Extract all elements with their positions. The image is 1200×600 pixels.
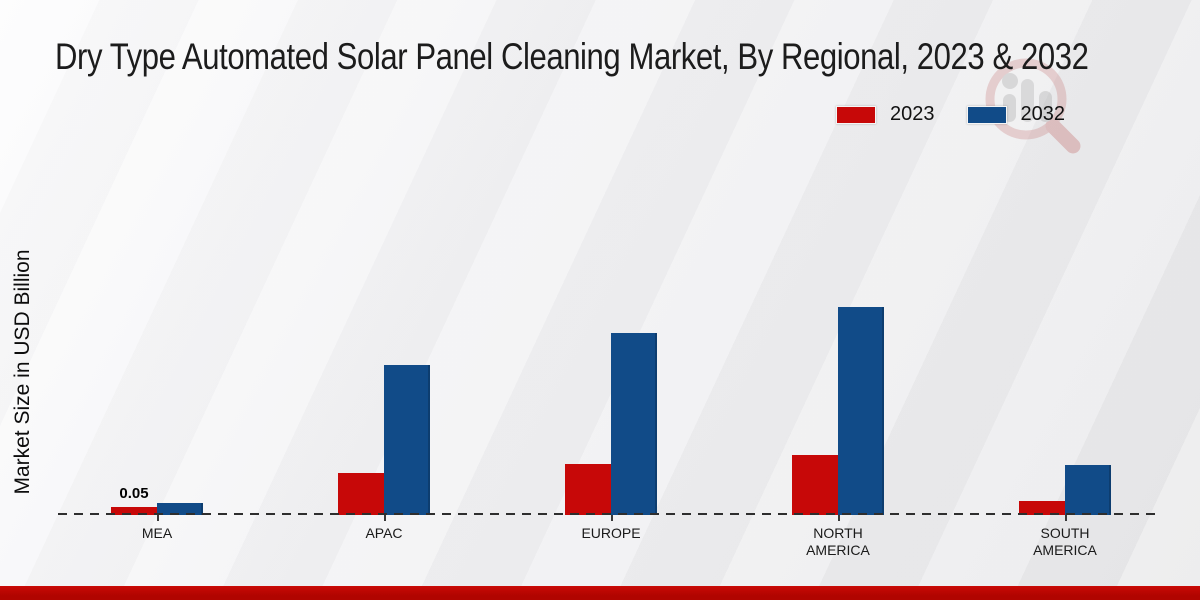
legend: 2023 2032: [836, 103, 1065, 126]
bar-north-america-2032: [838, 307, 884, 515]
bar-europe-2032: [611, 333, 657, 515]
legend-label: 2023: [890, 103, 935, 125]
legend-item-2023: 2023: [836, 103, 935, 126]
bar-mea-2023: [111, 507, 157, 515]
chart-title: Dry Type Automated Solar Panel Cleaning …: [55, 36, 1089, 77]
legend-swatch: [966, 105, 1007, 124]
bar-south-america-2023: [1019, 501, 1065, 515]
category-label-mea: MEA: [141, 525, 173, 541]
axis-tick-north-america: [838, 515, 840, 521]
y-axis-label: Market Size in USD Billion: [11, 249, 34, 495]
category-label-north-america: NORTH AMERICA: [806, 525, 870, 558]
axis-tick-south-america: [1065, 515, 1067, 521]
bar-north-america-2023: [792, 455, 838, 515]
data-label-mea-2023: 0.05: [119, 485, 149, 502]
axis-tick-europe: [611, 515, 613, 521]
x-axis-baseline: [58, 513, 1160, 515]
bar-south-america-2032: [1065, 465, 1111, 515]
footer-band: [0, 586, 1200, 600]
category-label-apac: APAC: [365, 525, 403, 541]
legend-swatch: [836, 105, 876, 124]
category-label-south-america: SOUTH AMERICA: [1033, 525, 1097, 558]
axis-tick-apac: [384, 515, 386, 521]
bar-apac-2032: [384, 365, 430, 515]
bar-mea-2032: [157, 503, 203, 515]
legend-label: 2032: [1020, 103, 1066, 125]
category-label-europe: EUROPE: [581, 525, 641, 541]
bar-europe-2023: [565, 464, 611, 515]
legend-item-2032: 2032: [966, 103, 1066, 126]
bar-apac-2023: [338, 473, 384, 515]
axis-tick-mea: [157, 515, 159, 521]
